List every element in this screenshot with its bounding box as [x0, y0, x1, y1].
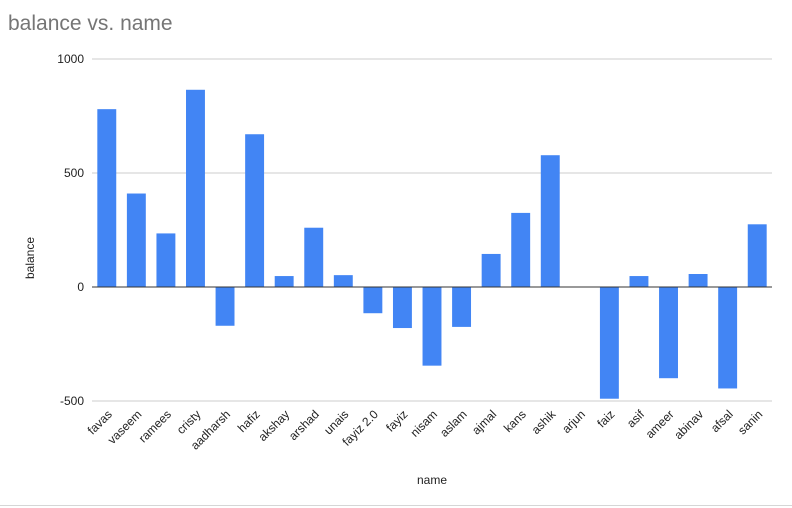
bar-ashik [540, 155, 560, 287]
bar-ramees [156, 233, 176, 287]
x-tick-label: afsal [708, 407, 736, 435]
bottom-divider [0, 505, 792, 506]
y-axis-label: balance [23, 237, 37, 279]
x-tick-label: fayiz [383, 407, 410, 434]
bar-kans [511, 212, 531, 287]
bar-favas [97, 109, 117, 287]
bar-faiz [599, 287, 619, 399]
bar-asif [629, 276, 649, 287]
y-tick-label: 500 [64, 166, 84, 180]
bar-afsal [718, 287, 738, 389]
x-tick-label: nisam [408, 407, 441, 440]
bar-nisam [422, 287, 442, 366]
x-tick-label: kans [501, 407, 529, 435]
bar-fayiz [392, 287, 412, 329]
x-tick-label: faiz [594, 407, 617, 430]
x-tick-label: arshad [286, 407, 322, 443]
gridlines [92, 58, 772, 402]
x-tick-label: aslam [437, 407, 470, 440]
x-tick-label: sanin [735, 407, 765, 437]
x-tick-label: ramees [136, 407, 174, 445]
bar-aadharsh [215, 287, 235, 326]
x-axis-label: name [417, 473, 447, 487]
x-tick-label: ameer [643, 407, 677, 441]
y-tick-label: 1000 [57, 52, 84, 66]
bar-vaseem [126, 193, 146, 287]
x-tick-label: abinav [671, 407, 706, 442]
x-tick-label: asif [624, 407, 648, 431]
bar-akshay [274, 276, 294, 287]
bar-arshad [304, 227, 324, 287]
bar-hafiz [245, 134, 265, 287]
bar-ajmal [481, 253, 501, 287]
y-axis-ticks: 1000 500 0 -500 [57, 52, 84, 408]
x-tick-label: arjun [559, 407, 588, 436]
y-tick-label: -500 [60, 394, 84, 408]
bar-unais [333, 275, 353, 287]
chart-title: balance vs. name [8, 12, 173, 35]
bar-cristy [186, 89, 205, 287]
bar-ameer [659, 287, 678, 379]
bar-fayiz-2-0 [363, 287, 383, 314]
x-tick-label: akshay [256, 407, 293, 444]
y-tick-label: 0 [77, 280, 84, 294]
bar-aslam [452, 287, 472, 327]
bar-sanin [747, 224, 767, 287]
bars [97, 89, 767, 399]
bar-abinav [688, 274, 708, 287]
x-tick-label: ajmal [469, 407, 499, 437]
x-tick-label: ashik [529, 407, 559, 437]
